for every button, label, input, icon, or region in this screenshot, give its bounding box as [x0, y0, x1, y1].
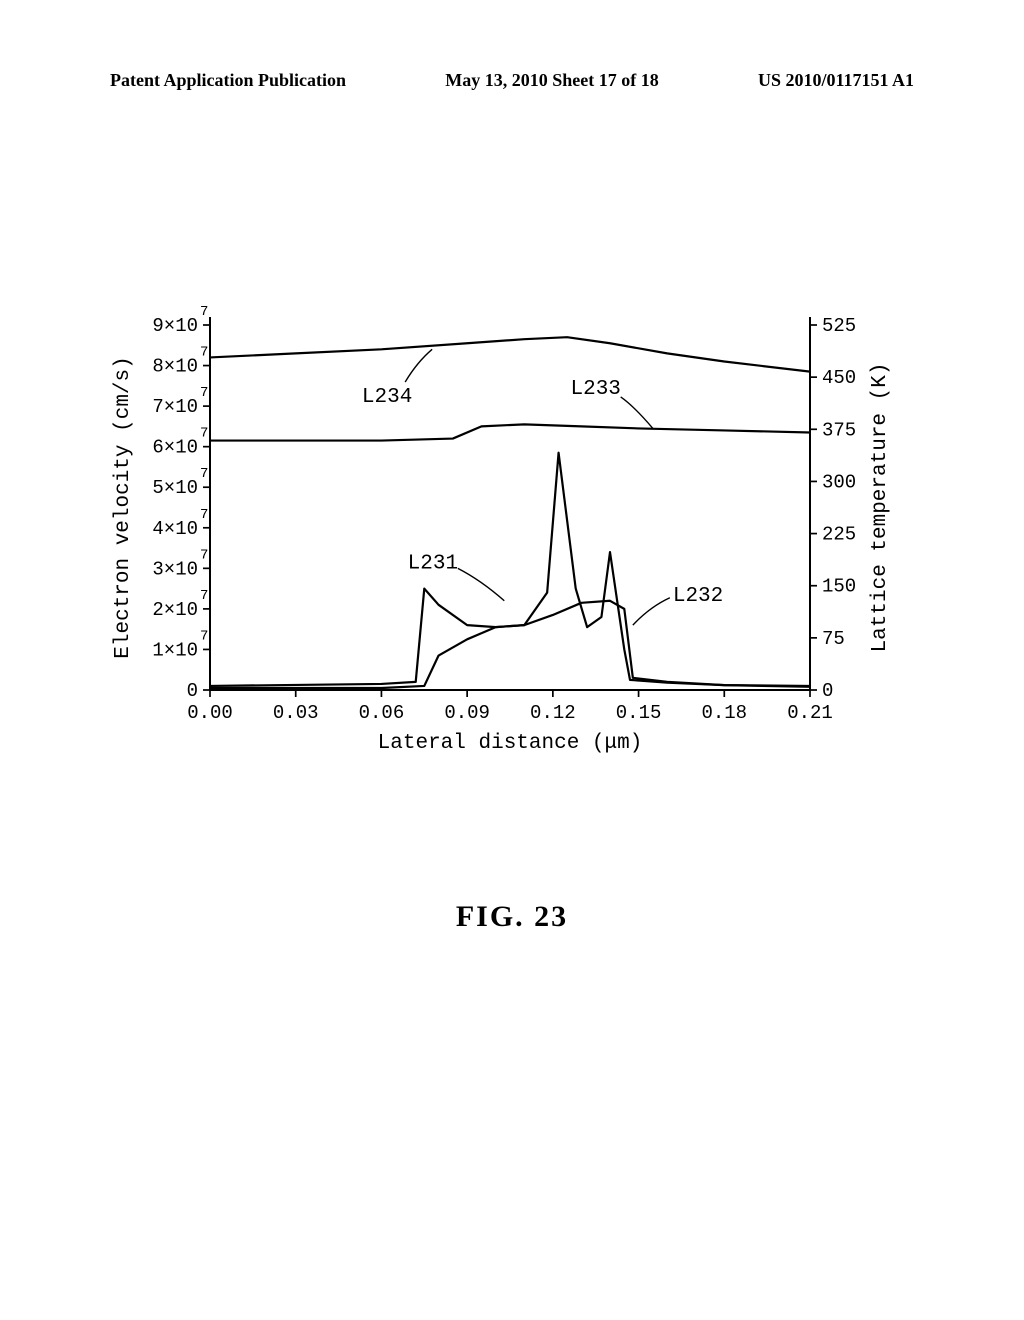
- svg-text:7: 7: [200, 507, 208, 523]
- svg-text:375: 375: [822, 419, 856, 441]
- svg-text:0.09: 0.09: [444, 702, 490, 724]
- svg-text:0.03: 0.03: [273, 702, 319, 724]
- svg-text:0.12: 0.12: [530, 702, 576, 724]
- svg-text:525: 525: [822, 315, 856, 337]
- svg-text:0.06: 0.06: [359, 702, 405, 724]
- svg-text:2×10: 2×10: [152, 599, 198, 621]
- svg-text:300: 300: [822, 471, 856, 493]
- svg-text:7: 7: [200, 345, 208, 361]
- svg-text:150: 150: [822, 576, 856, 598]
- svg-text:0.21: 0.21: [787, 702, 833, 724]
- svg-text:L233: L233: [571, 378, 621, 401]
- svg-text:0.18: 0.18: [701, 702, 747, 724]
- svg-text:7: 7: [200, 588, 208, 604]
- svg-text:7: 7: [200, 466, 208, 482]
- svg-text:450: 450: [822, 367, 856, 389]
- svg-text:0.00: 0.00: [187, 702, 233, 724]
- svg-text:Electron velocity (cm/s): Electron velocity (cm/s): [112, 356, 135, 658]
- svg-text:3×10: 3×10: [152, 558, 198, 580]
- svg-text:Lattice temperature (K): Lattice temperature (K): [869, 363, 892, 653]
- svg-text:0: 0: [187, 680, 198, 702]
- figure-caption: FIG. 23: [0, 900, 1024, 934]
- svg-text:7×10: 7×10: [152, 396, 198, 418]
- svg-text:7: 7: [200, 628, 208, 644]
- svg-text:Lateral distance (μm): Lateral distance (μm): [378, 732, 643, 755]
- svg-text:L232: L232: [673, 585, 723, 608]
- header-left: Patent Application Publication: [110, 70, 346, 91]
- svg-text:0: 0: [822, 680, 833, 702]
- svg-text:7: 7: [200, 305, 208, 320]
- chart-container: 0.00 0.03 0.06 0.09 0.12 0.15 0.18 0.21 Lateral …: [110, 305, 914, 775]
- svg-text:9×10: 9×10: [152, 315, 198, 337]
- svg-text:6×10: 6×10: [152, 437, 198, 459]
- svg-text:4×10: 4×10: [152, 518, 198, 540]
- svg-text:8×10: 8×10: [152, 356, 198, 378]
- header-right: US 2010/0117151 A1: [758, 70, 914, 91]
- svg-text:5×10: 5×10: [152, 477, 198, 499]
- svg-text:7: 7: [200, 385, 208, 401]
- svg-text:1×10: 1×10: [152, 639, 198, 661]
- svg-text:225: 225: [822, 524, 856, 546]
- chart-svg: 0.00 0.03 0.06 0.09 0.12 0.15 0.18 0.21 Lateral …: [110, 305, 914, 775]
- svg-text:L231: L231: [408, 552, 458, 575]
- svg-text:0.15: 0.15: [616, 702, 662, 724]
- svg-text:7: 7: [200, 547, 208, 563]
- header-center: May 13, 2010 Sheet 17 of 18: [445, 70, 658, 91]
- svg-text:7: 7: [200, 426, 208, 442]
- svg-text:L234: L234: [362, 386, 412, 409]
- svg-text:75: 75: [822, 628, 845, 650]
- page-header: Patent Application Publication May 13, 2…: [0, 70, 1024, 91]
